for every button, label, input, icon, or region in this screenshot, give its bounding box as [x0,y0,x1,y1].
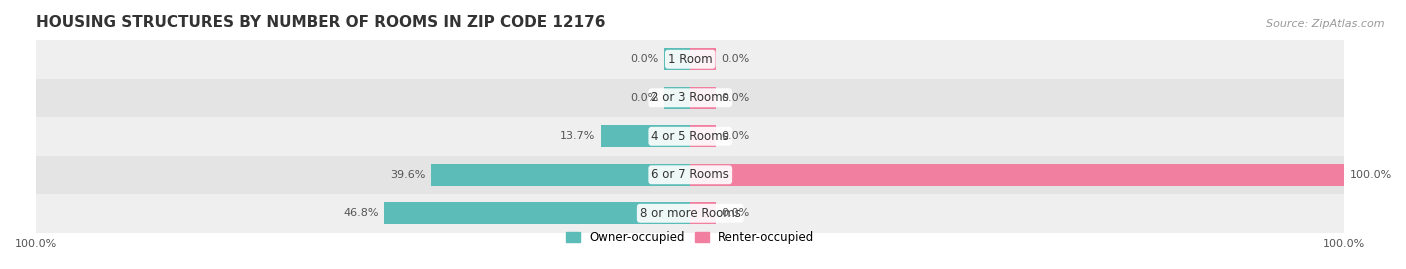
Text: 100.0%: 100.0% [1350,170,1392,180]
Bar [690,87,717,109]
Text: 8 or more Rooms: 8 or more Rooms [640,207,741,220]
Bar [432,164,690,186]
Bar [37,194,1344,232]
Text: 6 or 7 Rooms: 6 or 7 Rooms [651,168,730,181]
Text: 0.0%: 0.0% [721,208,749,218]
Text: 0.0%: 0.0% [631,93,659,103]
Text: 2 or 3 Rooms: 2 or 3 Rooms [651,91,730,104]
Bar [37,79,1344,117]
Bar [690,48,717,70]
Bar [690,202,717,224]
Text: 0.0%: 0.0% [631,54,659,64]
Text: HOUSING STRUCTURES BY NUMBER OF ROOMS IN ZIP CODE 12176: HOUSING STRUCTURES BY NUMBER OF ROOMS IN… [37,15,606,30]
Text: Source: ZipAtlas.com: Source: ZipAtlas.com [1267,19,1385,29]
Bar [37,155,1344,194]
Bar [600,125,690,147]
Bar [384,202,690,224]
Text: 0.0%: 0.0% [721,131,749,141]
Text: 13.7%: 13.7% [560,131,595,141]
Bar [690,164,1344,186]
Text: 39.6%: 39.6% [391,170,426,180]
Text: 0.0%: 0.0% [721,54,749,64]
Text: 46.8%: 46.8% [343,208,378,218]
Text: 0.0%: 0.0% [721,93,749,103]
Text: 4 or 5 Rooms: 4 or 5 Rooms [651,130,730,143]
Bar [664,87,690,109]
Bar [37,40,1344,79]
Bar [664,48,690,70]
Bar [690,125,717,147]
Bar [37,117,1344,155]
Text: 1 Room: 1 Room [668,53,713,66]
Legend: Owner-occupied, Renter-occupied: Owner-occupied, Renter-occupied [567,231,814,244]
